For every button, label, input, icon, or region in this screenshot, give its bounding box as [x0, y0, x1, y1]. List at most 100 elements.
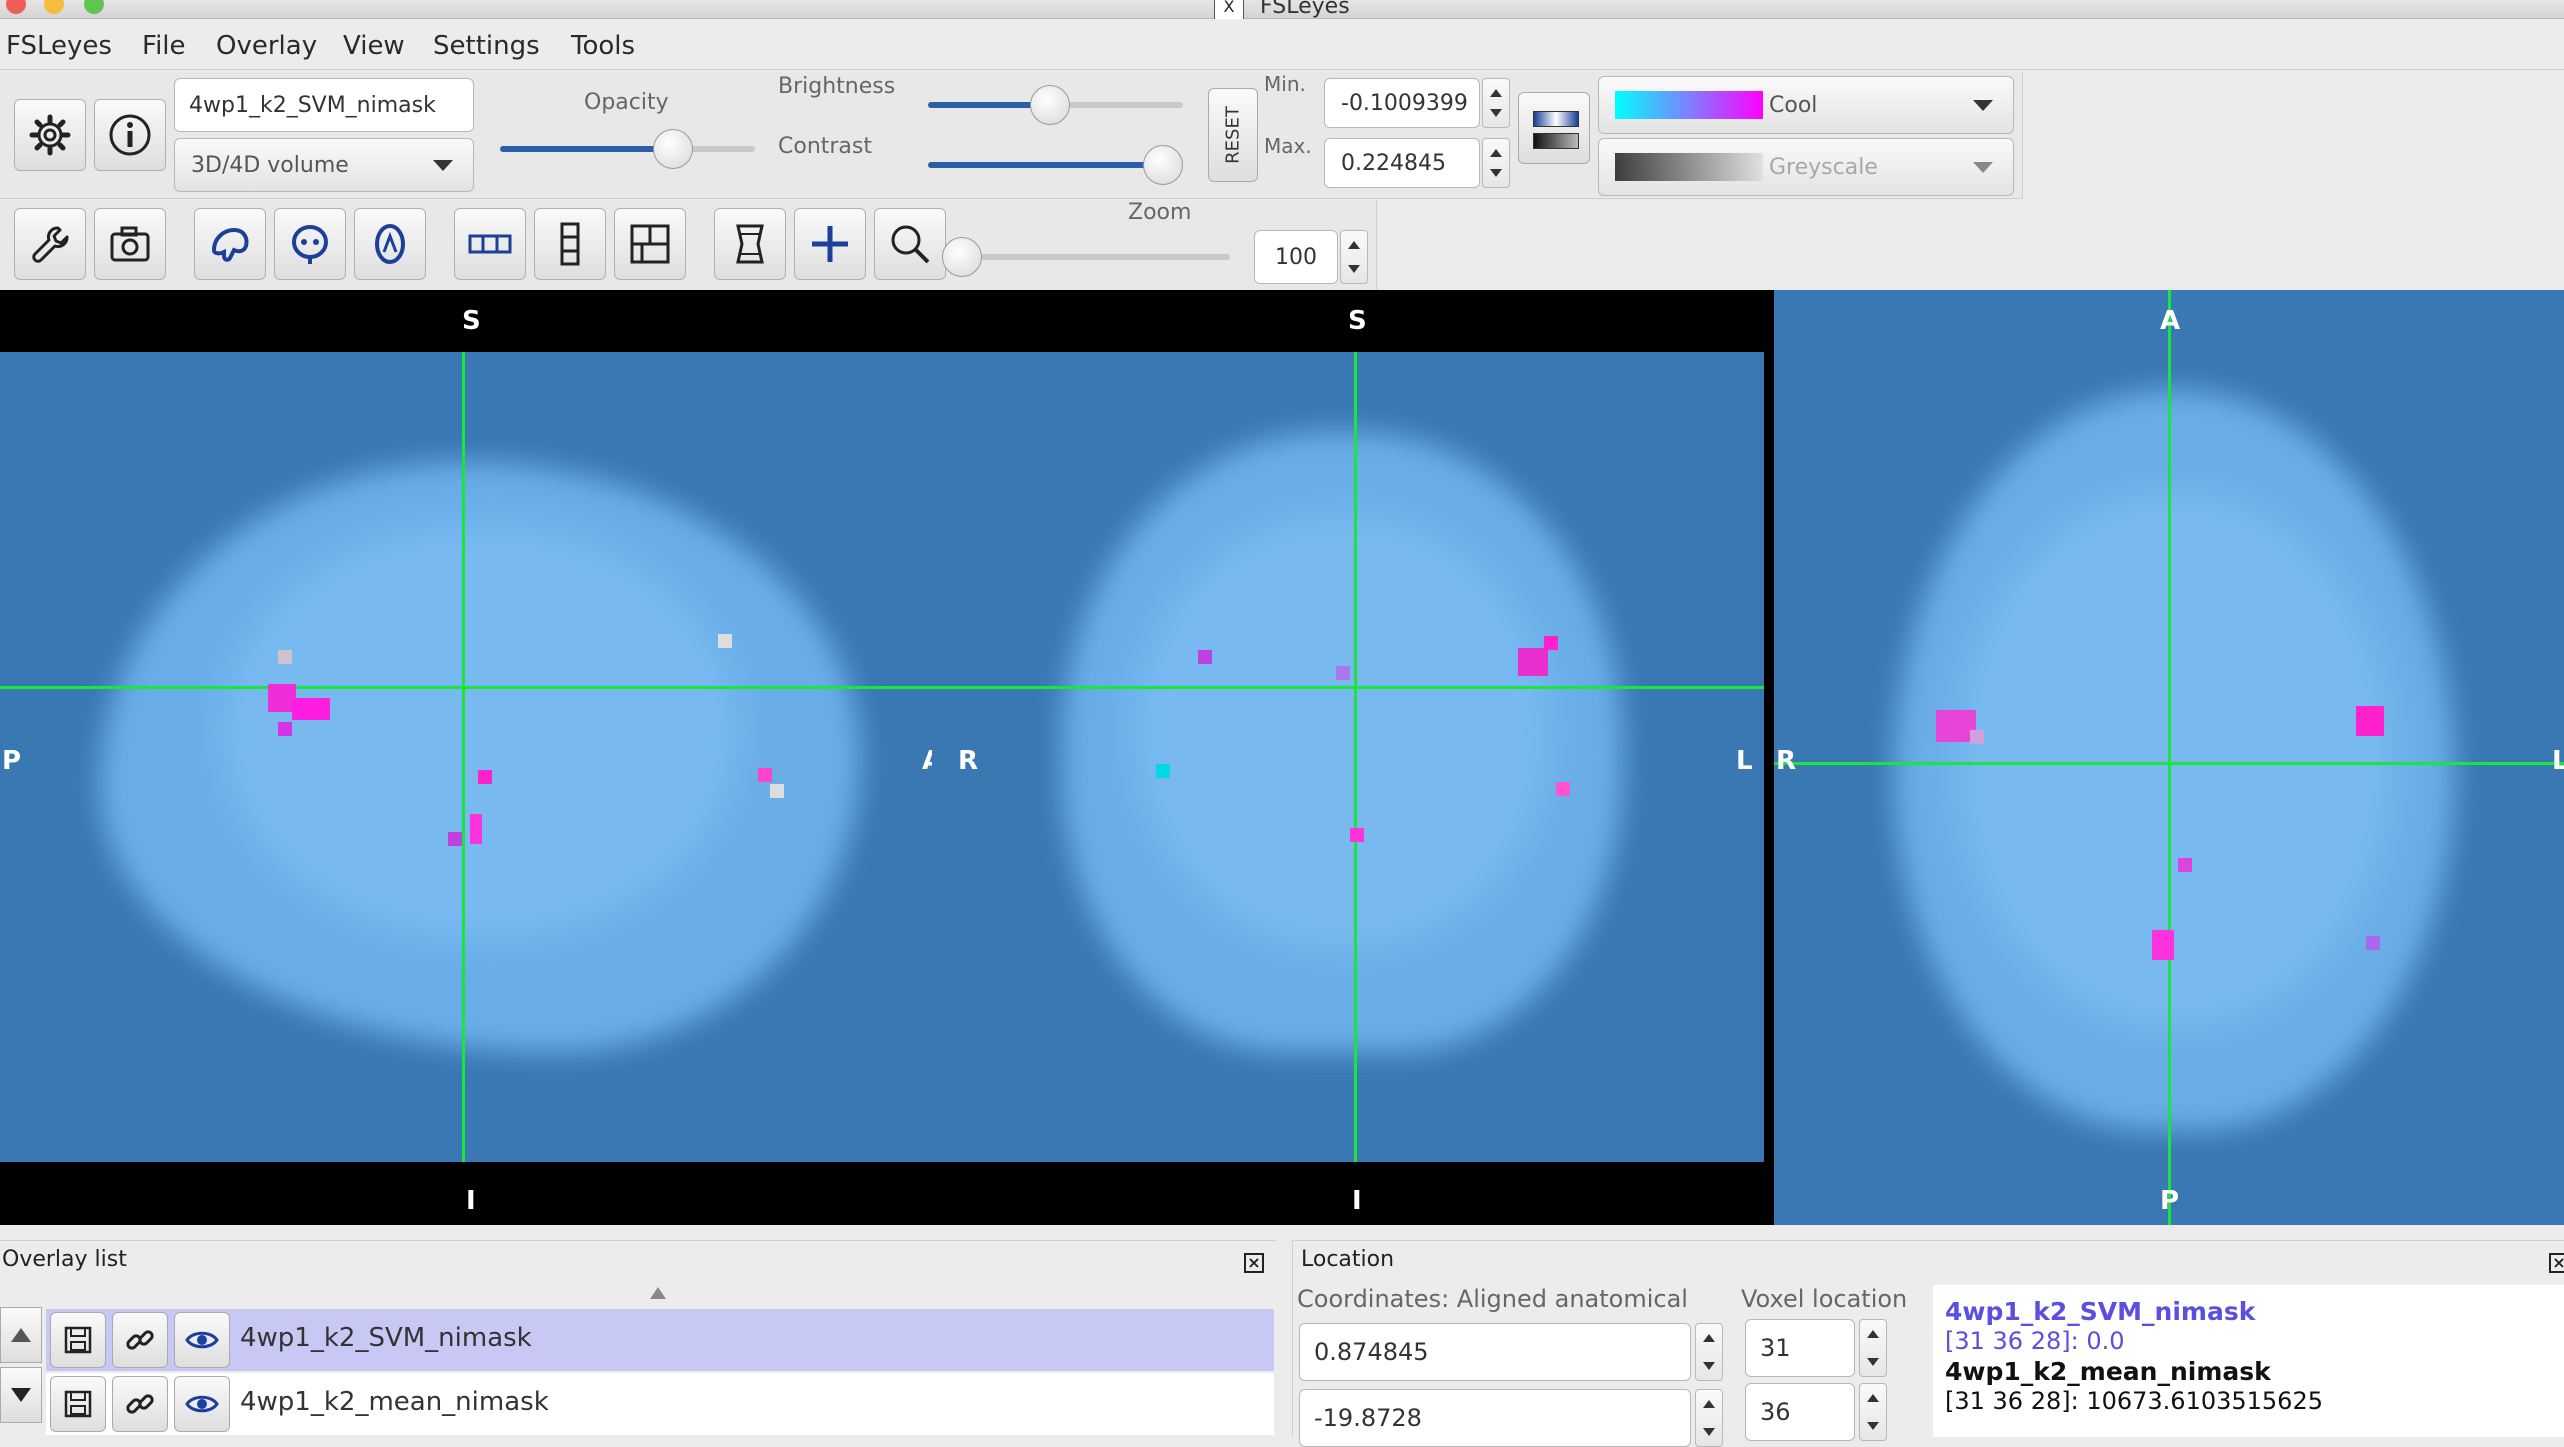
layout-vertical-button[interactable]: [534, 208, 606, 280]
ortho-toolbar: Zoom 100: [0, 200, 1377, 290]
eye-icon: [185, 1331, 219, 1349]
overlay-list-row-selected[interactable]: 4wp1_k2_SVM_nimask: [46, 1309, 1274, 1371]
opacity-slider-handle[interactable]: [653, 129, 694, 169]
window-title: FSLeyes: [1260, 0, 1350, 19]
layout-grid-button[interactable]: [614, 208, 686, 280]
overlay-name-field[interactable]: 4wp1_k2_SVM_nimask: [174, 78, 474, 132]
movie-mode-button[interactable]: [714, 208, 786, 280]
zoom-spinner[interactable]: [1340, 230, 1368, 284]
coordinate-x-spinner[interactable]: [1695, 1323, 1723, 1381]
menu-view[interactable]: View: [343, 31, 405, 61]
view-settings-button[interactable]: [14, 208, 86, 280]
sagittal-canvas[interactable]: [0, 352, 932, 1162]
menu-overlay[interactable]: Overlay: [216, 31, 318, 61]
toggle-visibility-button[interactable]: [174, 1376, 230, 1432]
minimize-window-button[interactable]: [44, 0, 64, 14]
axial-brain-icon: [375, 224, 405, 264]
overlay-info-button[interactable]: [94, 99, 166, 171]
axial-label-right: L: [2552, 746, 2564, 776]
info-overlay-name-selected: 4wp1_k2_SVM_nimask: [1945, 1297, 2256, 1326]
overlay-voxel: [278, 650, 292, 664]
zoom-slider[interactable]: [942, 237, 1230, 277]
close-location-button[interactable]: ×: [2549, 1253, 2564, 1273]
coronal-brain-icon: [292, 225, 328, 264]
max-value-field[interactable]: 0.224845: [1324, 138, 1480, 188]
reset-button[interactable]: RESET: [1208, 88, 1258, 182]
link-overlay-button[interactable]: [112, 1312, 168, 1368]
menu-fsleyes[interactable]: FSLeyes: [6, 31, 112, 61]
link-icon: [126, 1330, 154, 1350]
toggle-cursor-button[interactable]: [794, 208, 866, 280]
menu-file[interactable]: File: [142, 31, 186, 61]
toggle-visibility-button[interactable]: [174, 1312, 230, 1368]
zoom-value-field[interactable]: 100: [1254, 230, 1338, 284]
arrow-down-icon: [1867, 1358, 1879, 1366]
coordinate-y-field[interactable]: -19.8728: [1299, 1389, 1691, 1447]
axial-canvas[interactable]: [1774, 290, 2564, 1225]
coronal-label-bottom: I: [1352, 1186, 1362, 1216]
toggle-sagittal-button[interactable]: [194, 208, 266, 280]
arrow-down-icon: [1703, 1362, 1715, 1370]
axial-label-bottom: P: [2160, 1186, 2180, 1216]
move-overlay-up-button[interactable]: [0, 1307, 42, 1363]
link-icon: [126, 1394, 154, 1414]
overlay-list-row[interactable]: 4wp1_k2_mean_nimask: [46, 1373, 1274, 1435]
save-overlay-button[interactable]: [50, 1312, 106, 1368]
menu-tools[interactable]: Tools: [571, 31, 636, 61]
overlay-voxel: [718, 634, 732, 648]
zoom-slider-handle[interactable]: [942, 237, 982, 277]
max-spinner[interactable]: [1482, 138, 1510, 188]
layout-horizontal-button[interactable]: [454, 208, 526, 280]
menu-settings[interactable]: Settings: [433, 31, 540, 61]
colormap-value: Cool: [1769, 92, 1818, 118]
arrow-up-icon: [1490, 149, 1502, 157]
coordinates-label: Coordinates: Aligned anatomical: [1297, 1285, 1688, 1313]
overlay-voxel: [470, 814, 482, 844]
link-overlay-button[interactable]: [112, 1376, 168, 1432]
negative-colormap-select[interactable]: Greyscale: [1598, 138, 2014, 196]
coronal-canvas[interactable]: [932, 352, 1764, 1162]
overlay-voxel: [1518, 648, 1548, 676]
overlay-voxel: [1350, 828, 1364, 842]
voxel-x-field[interactable]: 31: [1745, 1319, 1855, 1377]
colormap-select[interactable]: Cool: [1598, 76, 2014, 134]
sagittal-label-left: P: [2, 746, 22, 776]
sagittal-brain-icon: [211, 227, 249, 262]
close-window-button[interactable]: [6, 0, 26, 14]
colormap-invert-button[interactable]: [1518, 92, 1590, 164]
toggle-axial-button[interactable]: [354, 208, 426, 280]
voxel-y-field[interactable]: 36: [1745, 1383, 1855, 1441]
arrow-down-icon: [11, 1388, 31, 1402]
brightness-slider-handle[interactable]: [1030, 85, 1071, 125]
zoom-tool-button[interactable]: [874, 208, 946, 280]
horizontal-layout-icon: [468, 234, 512, 254]
overlay-list-title: Overlay list: [2, 1247, 127, 1272]
colormap-icon: [1533, 111, 1579, 127]
brightness-slider[interactable]: [928, 85, 1183, 125]
save-overlay-button[interactable]: [50, 1376, 106, 1432]
coordinate-y-spinner[interactable]: [1695, 1389, 1723, 1447]
maximize-window-button[interactable]: [84, 0, 104, 14]
min-value-field[interactable]: -0.1009399: [1324, 78, 1480, 128]
overlay-type-select[interactable]: 3D/4D volume: [174, 138, 474, 192]
toggle-coronal-button[interactable]: [274, 208, 346, 280]
voxel-location-label: Voxel location: [1741, 1285, 1908, 1313]
voxel-y-spinner[interactable]: [1859, 1383, 1887, 1441]
overlay-settings-button[interactable]: [14, 99, 86, 171]
screenshot-button[interactable]: [94, 208, 166, 280]
sagittal-label-bottom: I: [466, 1186, 476, 1216]
arrow-down-icon: [1490, 169, 1502, 177]
contrast-slider-handle[interactable]: [1142, 145, 1183, 185]
close-overlay-list-button[interactable]: ×: [1244, 1253, 1264, 1273]
coordinate-x-field[interactable]: 0.874845: [1299, 1323, 1691, 1381]
opacity-slider[interactable]: [500, 129, 755, 169]
arrow-down-icon: [1490, 109, 1502, 117]
arrow-up-icon: [1867, 1330, 1879, 1338]
contrast-slider[interactable]: [928, 145, 1183, 185]
voxel-x-spinner[interactable]: [1859, 1319, 1887, 1377]
overlay-voxel: [1198, 650, 1212, 664]
min-spinner[interactable]: [1482, 78, 1510, 128]
arrow-up-icon: [1867, 1394, 1879, 1402]
min-label: Min.: [1264, 72, 1306, 96]
move-overlay-down-button[interactable]: [0, 1367, 42, 1423]
